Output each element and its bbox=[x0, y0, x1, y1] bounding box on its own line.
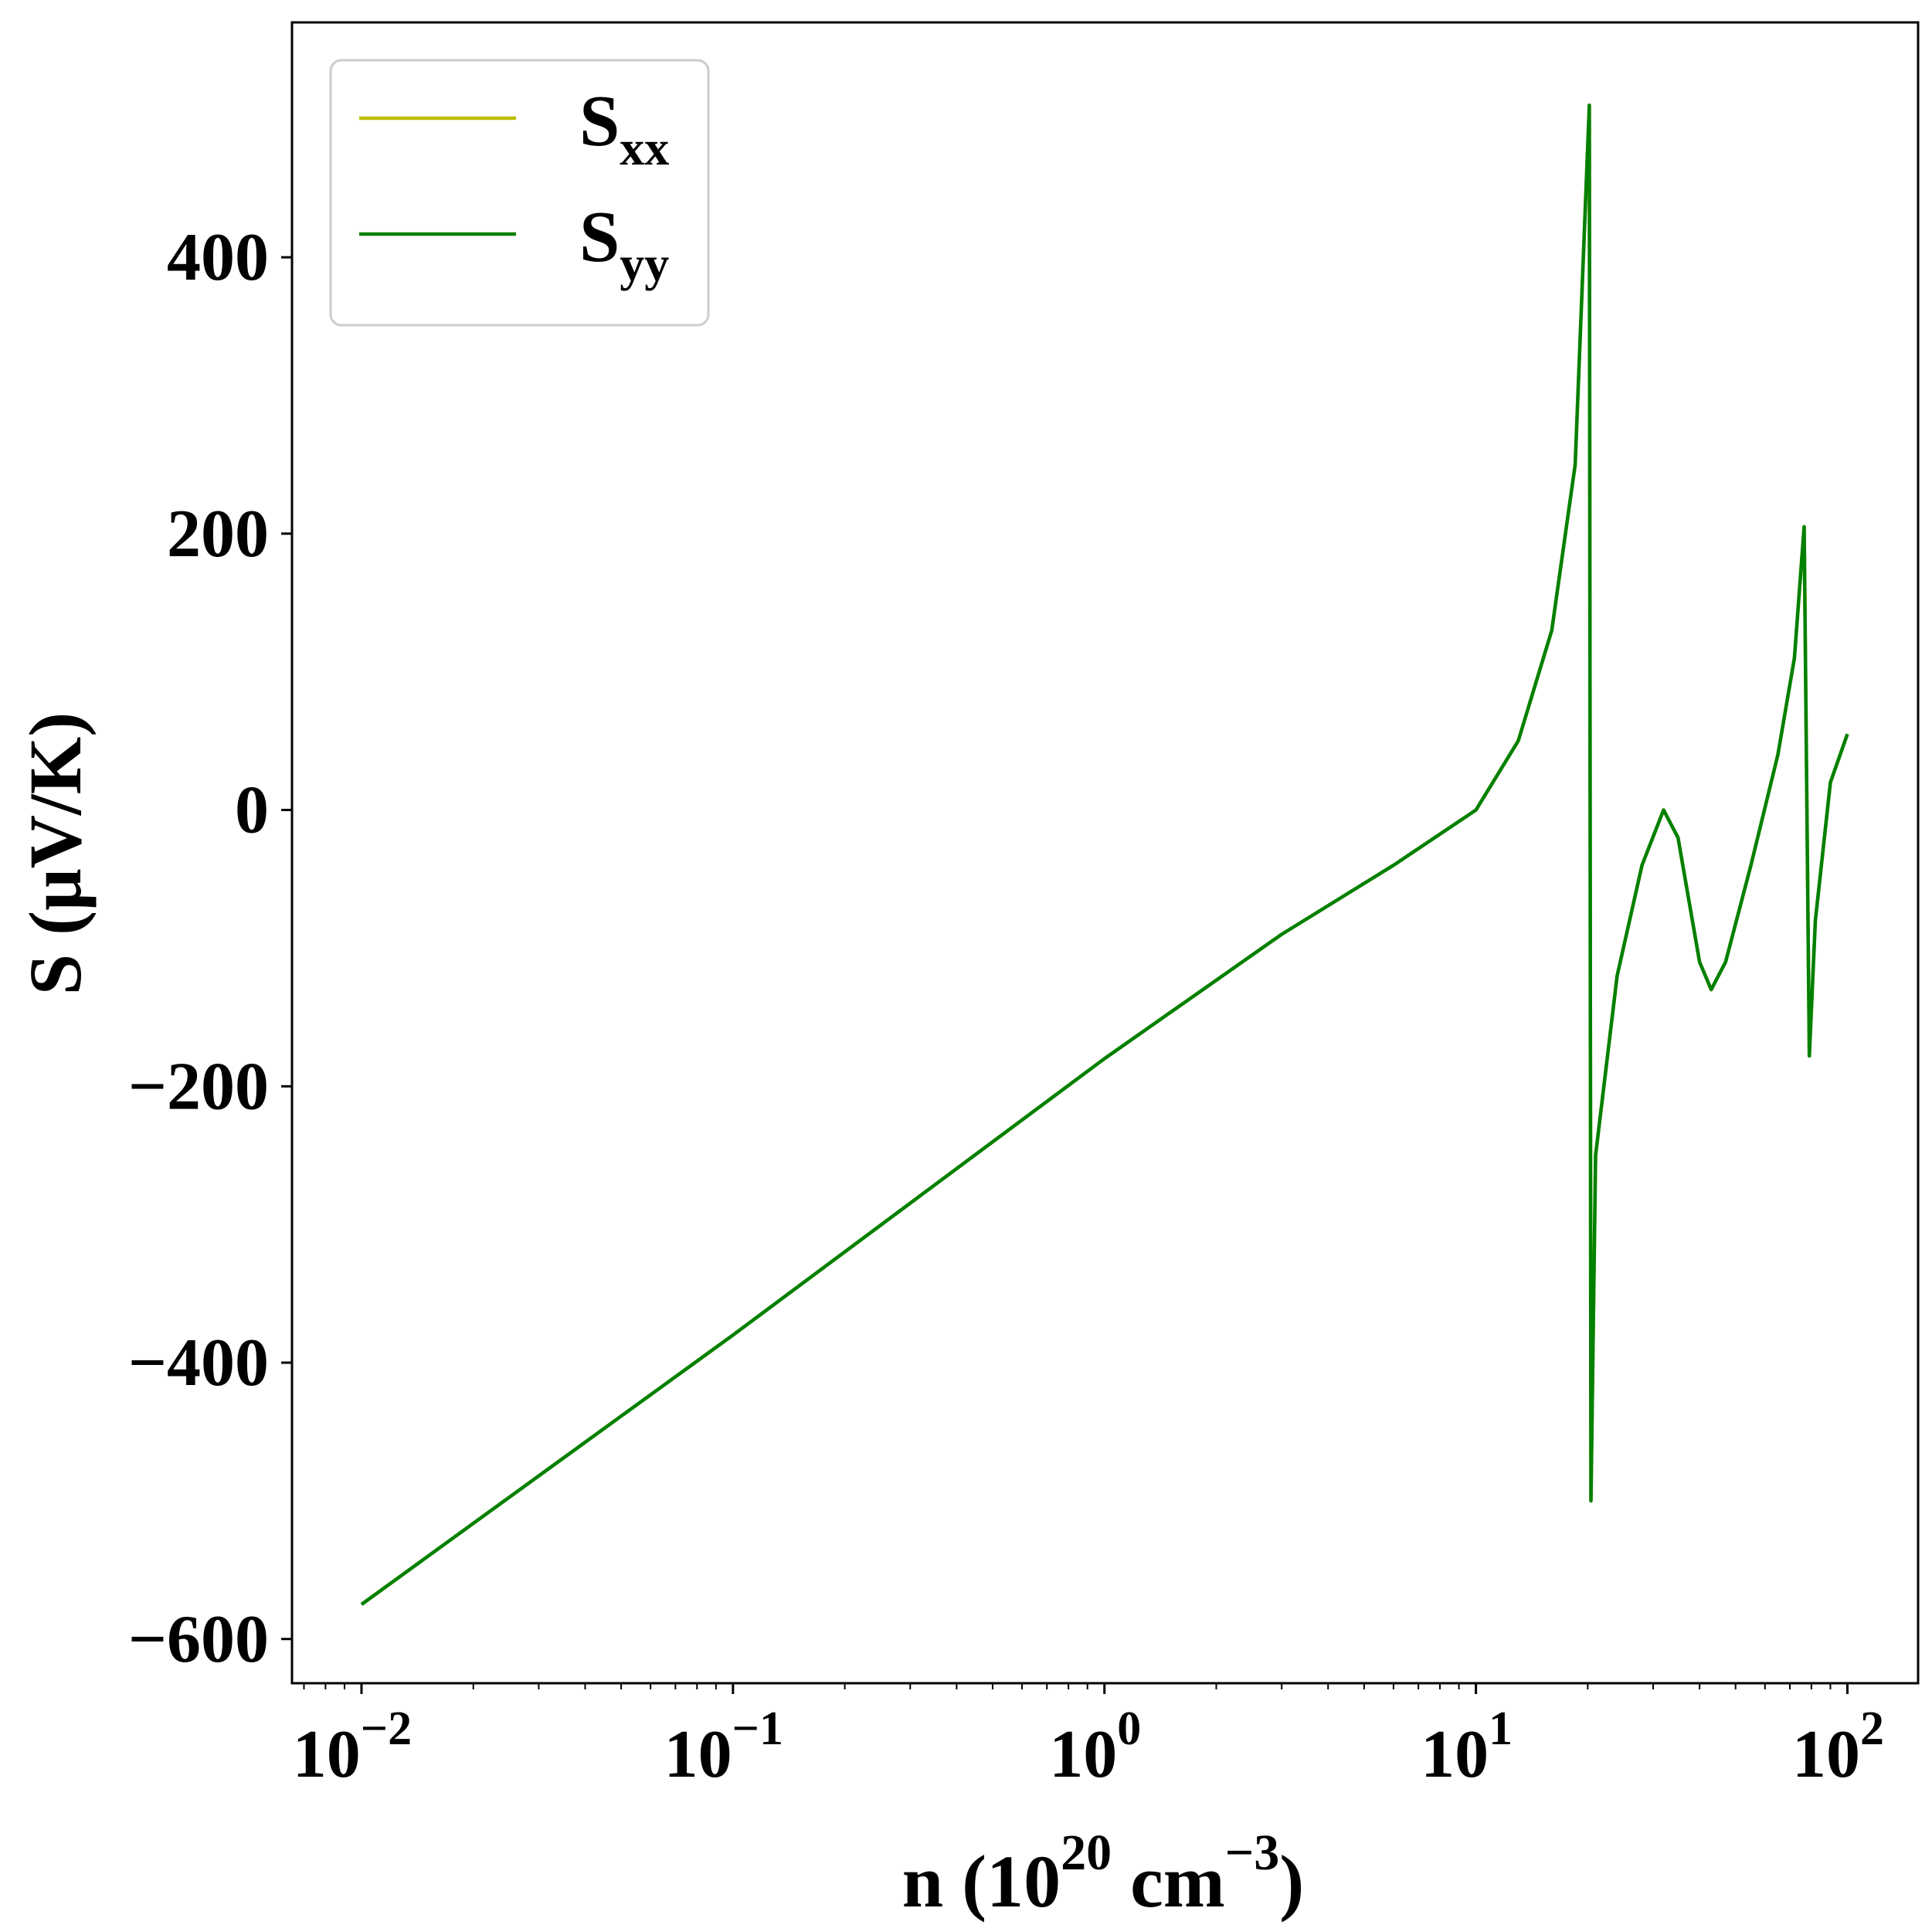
y-tick-label-4: 200 bbox=[167, 497, 269, 572]
x-tick-label-exp-0: −2 bbox=[361, 1703, 412, 1755]
x-tick-label-base-0: 10 bbox=[293, 1717, 361, 1792]
x-tick-label-4: 102 bbox=[1792, 1703, 1884, 1792]
x-tick-label-base-1: 10 bbox=[664, 1717, 732, 1792]
legend-box bbox=[329, 59, 710, 327]
legend-label-sxx: Sxx bbox=[579, 81, 669, 175]
x-tick-label-1: 10−1 bbox=[664, 1703, 783, 1792]
x-tick-label-exp-1: −1 bbox=[732, 1703, 783, 1755]
x-tick-label-base-2: 10 bbox=[1049, 1717, 1117, 1792]
y-tick-label-2: −200 bbox=[128, 1049, 269, 1124]
legend-label-sxx-base: S bbox=[579, 81, 620, 161]
x-tick-label-base-4: 10 bbox=[1792, 1717, 1860, 1792]
legend-label-syy-sub: yy bbox=[620, 236, 669, 291]
x-tick-label-exp-2: 0 bbox=[1117, 1703, 1141, 1755]
x-tick-label-0: 10−2 bbox=[293, 1703, 412, 1792]
x-axis-label-unit: cm bbox=[1112, 1840, 1225, 1923]
y-tick-label-1: −400 bbox=[128, 1326, 269, 1400]
x-tick-label-exp-4: 2 bbox=[1860, 1703, 1884, 1755]
x-axis-label-base: n (10 bbox=[902, 1840, 1061, 1923]
y-tick-label-5: 400 bbox=[167, 220, 269, 295]
series-line-syy bbox=[360, 104, 1849, 1606]
x-axis-ticks: 10−2 10−1 100 101 102 bbox=[293, 1683, 1884, 1792]
legend-label-syy: Syy bbox=[579, 197, 669, 291]
y-axis-ticks: −600 −400 −200 0 200 400 bbox=[128, 220, 292, 1677]
x-tick-label-base-3: 10 bbox=[1421, 1717, 1489, 1792]
legend-label-sxx-sub: xx bbox=[620, 121, 669, 175]
x-tick-label-3: 101 bbox=[1421, 1703, 1513, 1792]
x-tick-label-exp-3: 1 bbox=[1489, 1703, 1513, 1755]
y-axis-label: S (μV/K) bbox=[14, 712, 97, 995]
y-tick-label-3: 0 bbox=[235, 773, 269, 848]
x-tick-label-2: 100 bbox=[1049, 1703, 1141, 1792]
x-axis-label-exp: 20 bbox=[1061, 1825, 1112, 1881]
series-line-sxx bbox=[360, 104, 1849, 1606]
y-tick-label-0: −600 bbox=[128, 1602, 269, 1677]
x-axis-label: n (1020 cm−3) bbox=[902, 1825, 1305, 1923]
series-layer bbox=[360, 104, 1849, 1606]
legend-label-syy-base: S bbox=[579, 197, 620, 277]
x-axis-label-unit-exp: −3 bbox=[1225, 1825, 1280, 1881]
x-axis-label-close: ) bbox=[1279, 1840, 1304, 1923]
legend: Sxx Syy bbox=[329, 59, 710, 327]
